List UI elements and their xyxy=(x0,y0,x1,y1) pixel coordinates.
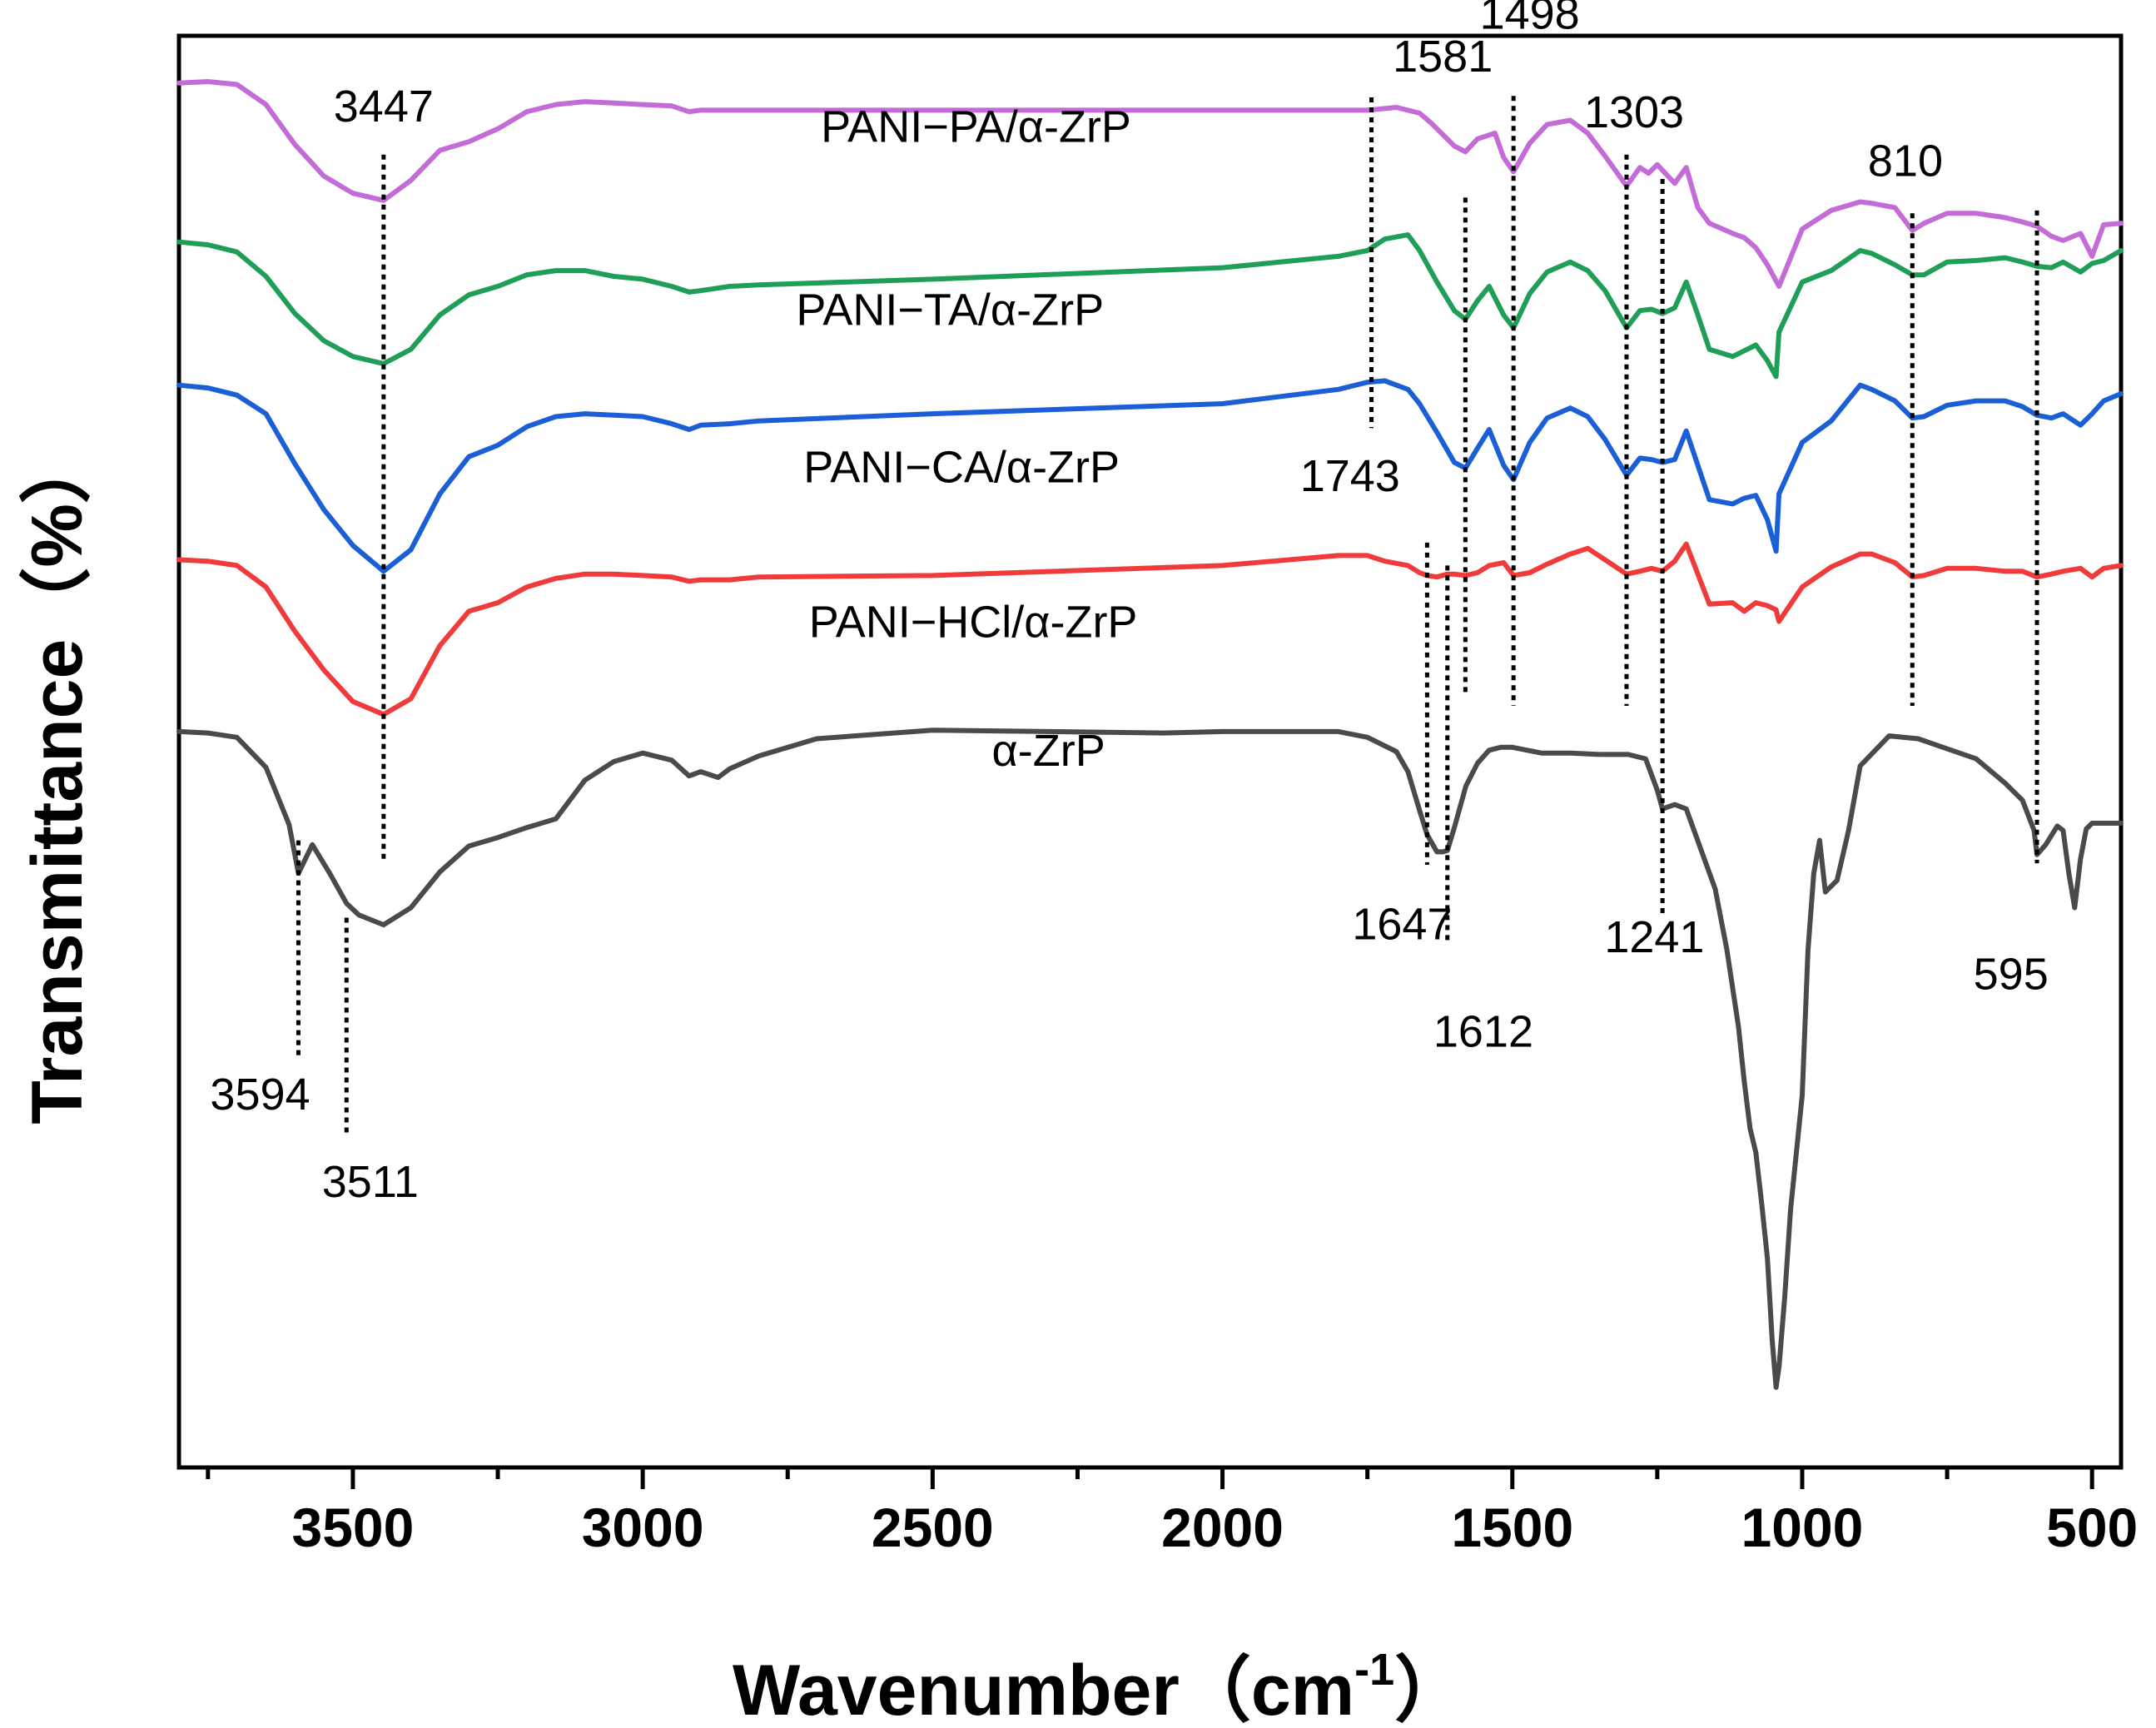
x-tick-label: 3500 xyxy=(292,1497,415,1558)
x-tick-label: 3000 xyxy=(582,1497,704,1558)
peak-lines-group xyxy=(296,96,2039,1137)
x-tick-label: 2000 xyxy=(1161,1497,1284,1558)
series-label-3: PANI−HCl/α-ZrP xyxy=(809,597,1138,647)
peak-label-1241: 1241 xyxy=(1604,912,1704,962)
peak-label-595: 595 xyxy=(1974,950,2049,1000)
spectrum-line-3 xyxy=(176,541,2124,718)
series-label-1: PANI−TA/α-ZrP xyxy=(796,285,1104,335)
peak-label-1498: 1498 xyxy=(1480,0,1580,38)
peak-label-3447: 3447 xyxy=(334,82,434,132)
peak-label-810: 810 xyxy=(1868,137,1943,186)
series-label-2: PANI−CA/α-ZrP xyxy=(803,443,1120,493)
x-major-ticks xyxy=(350,1467,2094,1489)
x-axis-title: Wavenumber（cm-1） xyxy=(733,1645,1466,1728)
x-tick-label: 1500 xyxy=(1451,1497,1573,1558)
peak-label-1303: 1303 xyxy=(1584,87,1684,137)
spectrum-line-2 xyxy=(176,378,2124,574)
x-axis-title-superscript: -1 xyxy=(1354,1645,1394,1695)
series-labels-group: PANI−PA/α-ZrP PANI−TA/α-ZrP PANI−CA/α-ZrP P… xyxy=(796,102,1137,776)
x-tick-label: 2500 xyxy=(872,1497,994,1558)
peak-label-3511: 3511 xyxy=(322,1157,419,1207)
series-label-0: PANI−PA/α-ZrP xyxy=(821,102,1131,151)
y-axis-title: Transmittance（%） xyxy=(17,432,97,1125)
spectrum-line-1 xyxy=(176,232,2124,380)
peak-label-1612: 1612 xyxy=(1433,1006,1533,1056)
peak-label-1647: 1647 xyxy=(1352,899,1452,949)
plot-frame xyxy=(176,33,2124,1470)
series-label-4: α-ZrP xyxy=(992,726,1105,776)
x-tick-labels: 3500 3000 2500 2000 1500 1000 500 xyxy=(292,1497,2139,1558)
spectrum-line-0 xyxy=(176,79,2124,289)
x-axis-title-close: ） xyxy=(1394,1651,1466,1728)
spectra-group xyxy=(176,79,2124,1390)
peak-label-1581: 1581 xyxy=(1393,32,1493,82)
x-tick-label: 1000 xyxy=(1741,1497,1864,1558)
x-minor-ticks xyxy=(206,1467,1950,1479)
x-tick-label: 500 xyxy=(2046,1497,2138,1558)
x-axis-title-main: Wavenumber（cm xyxy=(733,1651,1354,1728)
spectrum-line-4 xyxy=(176,727,2124,1390)
peak-label-3594: 3594 xyxy=(210,1070,310,1120)
peak-label-1743: 1743 xyxy=(1300,451,1400,501)
